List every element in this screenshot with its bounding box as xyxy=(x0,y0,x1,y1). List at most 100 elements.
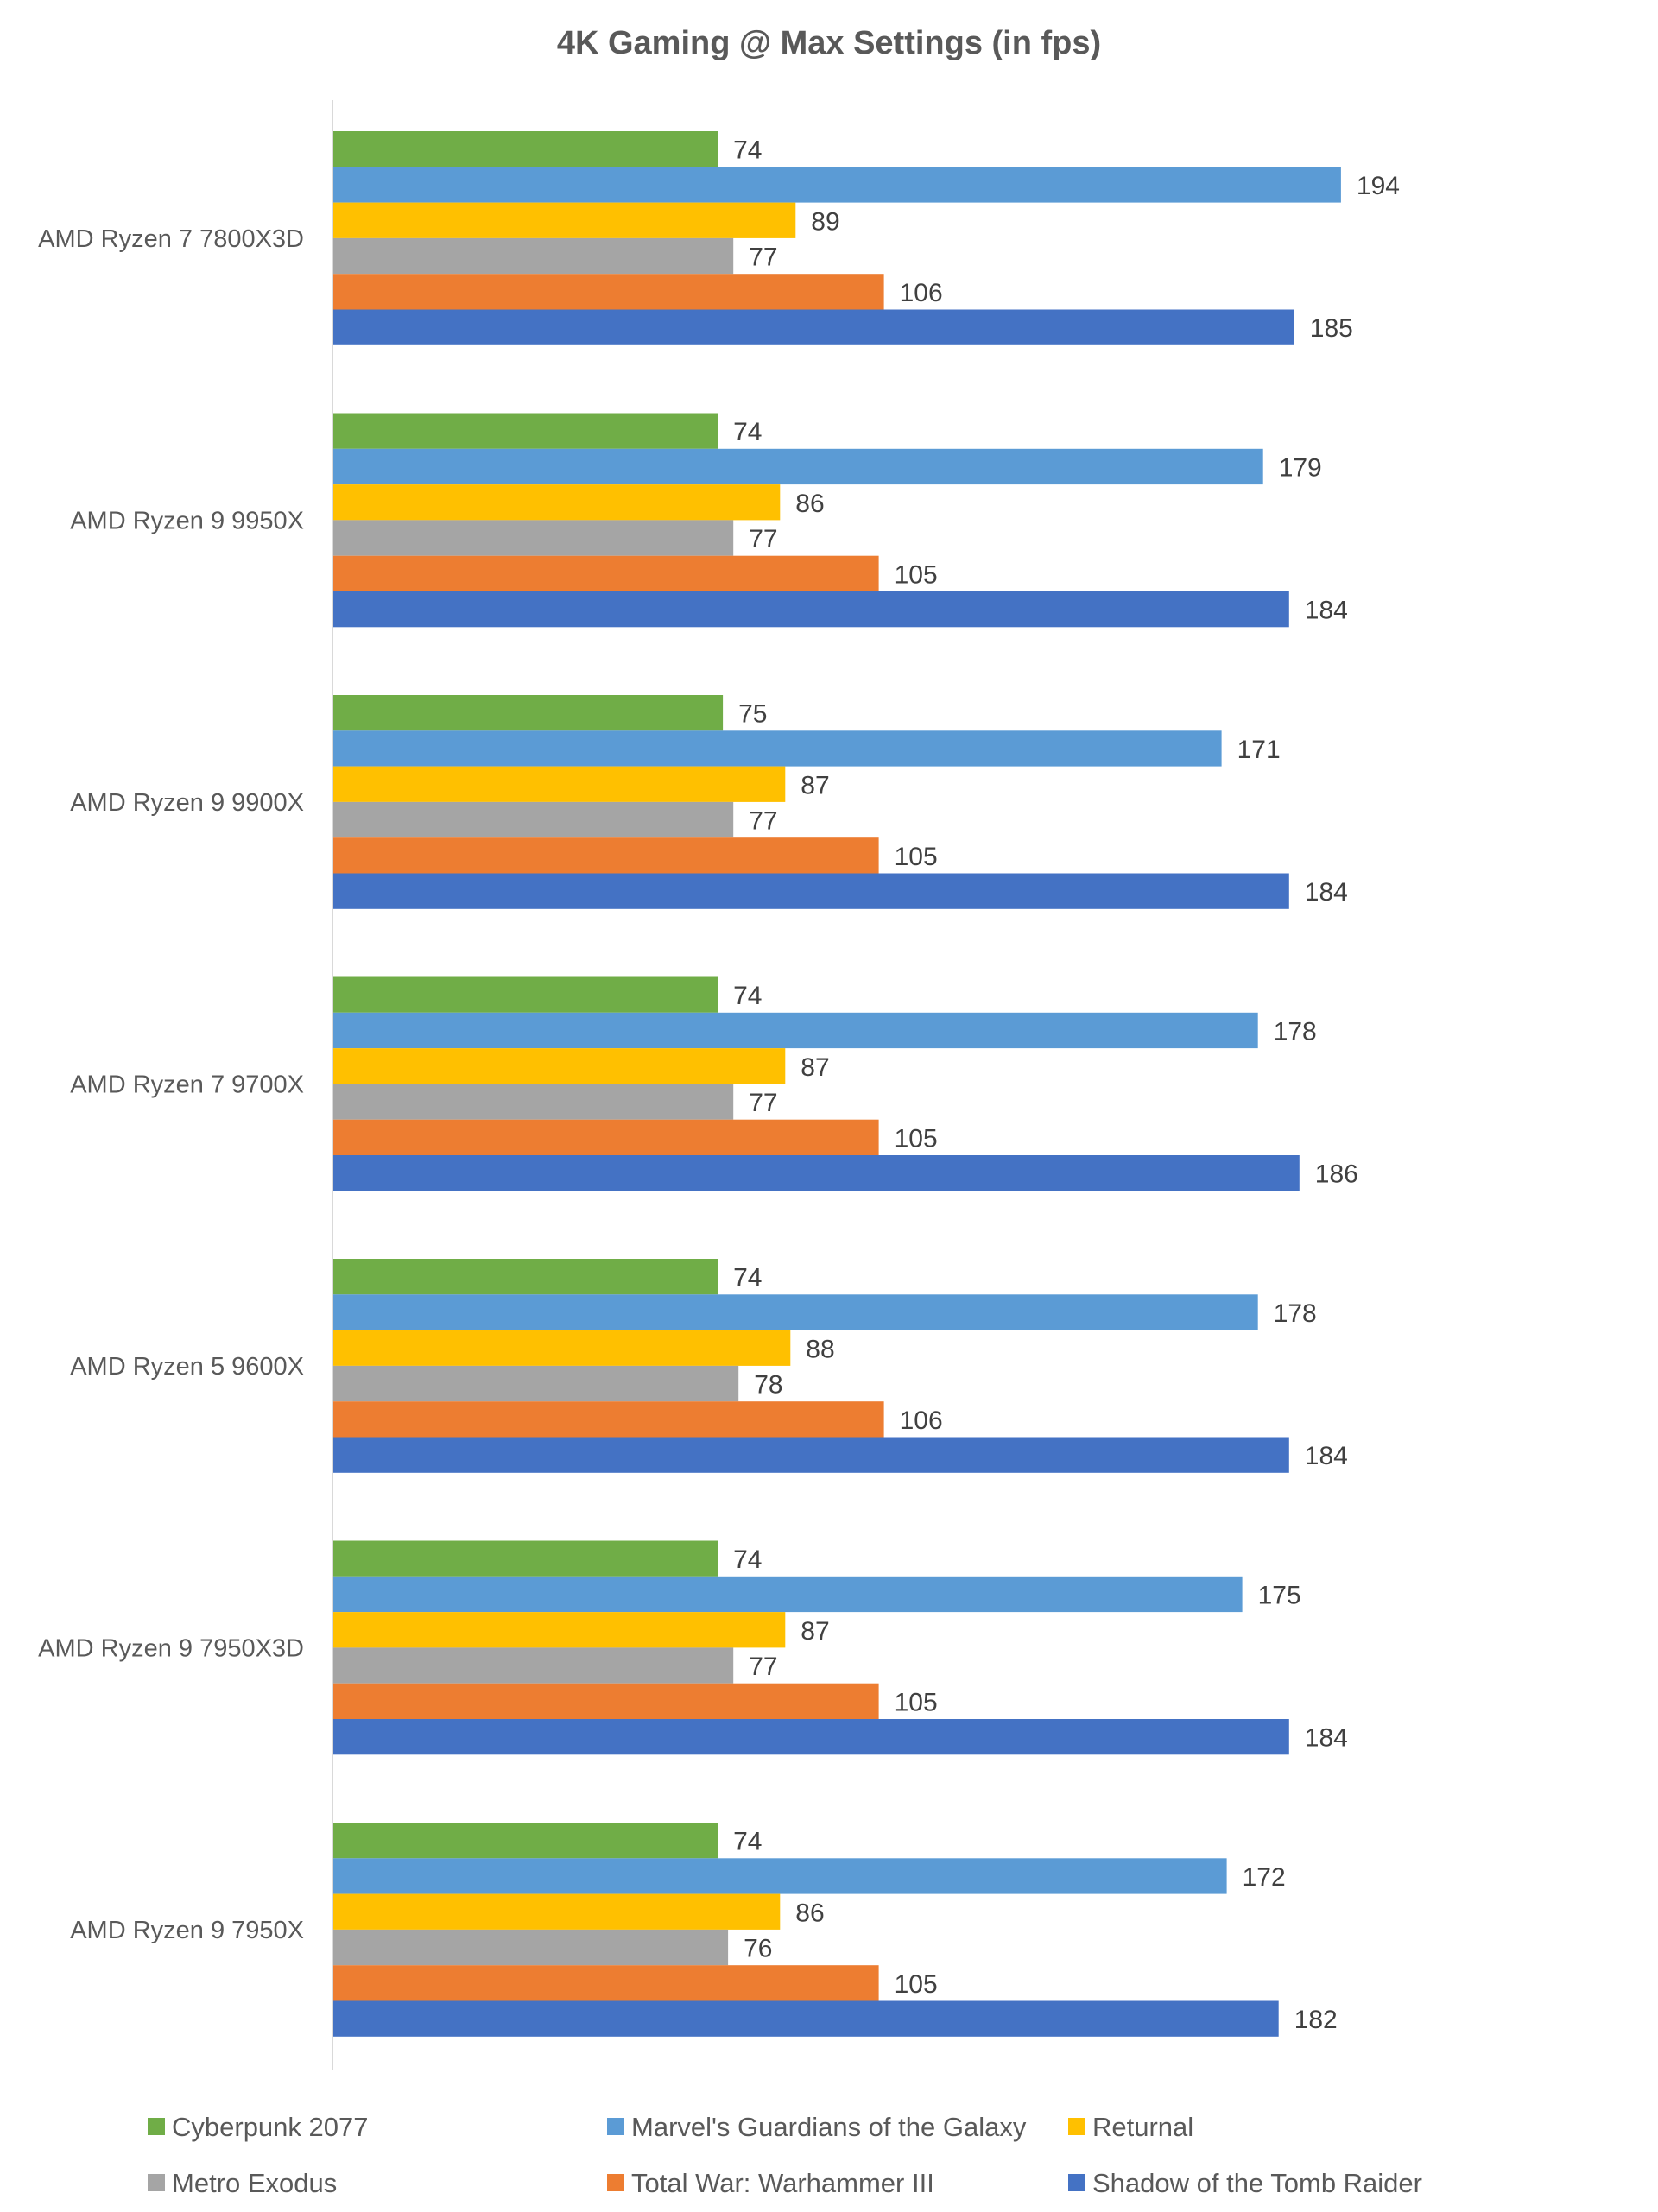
bar xyxy=(333,1401,884,1438)
bar xyxy=(333,2000,1279,2037)
bar xyxy=(333,555,879,591)
bar xyxy=(333,131,718,167)
data-label: 105 xyxy=(895,843,938,871)
bar xyxy=(333,1823,718,1859)
data-label: 78 xyxy=(754,1371,782,1400)
legend-item: Shadow of the Tomb Raider xyxy=(1068,2168,1422,2198)
bar xyxy=(333,801,734,838)
bar xyxy=(333,730,1222,767)
legend-label: Shadow of the Tomb Raider xyxy=(1092,2168,1422,2198)
bars xyxy=(333,131,1341,2037)
data-label: 87 xyxy=(801,771,829,799)
legend-item: Total War: Warhammer III xyxy=(607,2168,934,2198)
legend-item: Marvel's Guardians of the Galaxy xyxy=(607,2112,1027,2142)
bar xyxy=(333,1012,1258,1049)
data-label: 77 xyxy=(749,1089,777,1117)
bar xyxy=(333,1929,729,1966)
bar xyxy=(333,274,884,310)
bar xyxy=(333,1683,879,1719)
bar xyxy=(333,1365,739,1402)
data-label: 186 xyxy=(1315,1160,1358,1189)
legend-label: Cyberpunk 2077 xyxy=(172,2112,369,2142)
bar xyxy=(333,1437,1289,1473)
data-label: 87 xyxy=(801,1617,829,1646)
bar xyxy=(333,1084,734,1120)
bar xyxy=(333,976,718,1013)
data-label: 86 xyxy=(795,490,824,518)
category-label: AMD Ryzen 5 9600X xyxy=(70,1353,304,1381)
bar xyxy=(333,1155,1300,1191)
legend-label: Total War: Warhammer III xyxy=(631,2168,934,2198)
bar xyxy=(333,1259,718,1295)
bar xyxy=(333,1893,781,1930)
bar xyxy=(333,1330,791,1366)
bar xyxy=(333,591,1289,628)
data-label: 74 xyxy=(733,418,762,446)
data-label: 86 xyxy=(795,1899,824,1927)
data-label: 184 xyxy=(1305,878,1348,907)
bar xyxy=(333,237,734,275)
legend-label: Returnal xyxy=(1092,2112,1193,2142)
bar xyxy=(333,448,1263,485)
data-label: 105 xyxy=(895,560,938,589)
data-label: 74 xyxy=(733,1264,762,1292)
data-label: 105 xyxy=(895,1688,938,1716)
data-label: 76 xyxy=(744,1935,772,1963)
bar xyxy=(333,1965,879,2001)
bar xyxy=(333,873,1289,909)
bar xyxy=(333,695,724,731)
bar xyxy=(333,1719,1289,1755)
category-label: AMD Ryzen 9 7950X xyxy=(70,1917,304,1944)
data-label: 106 xyxy=(900,1406,943,1435)
legend-item: Returnal xyxy=(1068,2112,1193,2142)
data-label: 87 xyxy=(801,1053,829,1082)
bar xyxy=(333,1119,879,1155)
bar xyxy=(333,202,796,238)
legend-swatch xyxy=(148,2174,165,2191)
data-label: 74 xyxy=(733,1545,762,1574)
data-label: 179 xyxy=(1279,453,1322,482)
data-label: 178 xyxy=(1274,1299,1317,1328)
category-labels: AMD Ryzen 7 7800X3D AMD Ryzen 9 9950X AMD … xyxy=(38,225,304,1944)
data-label: 105 xyxy=(895,1970,938,1999)
bar xyxy=(333,1540,718,1577)
bar xyxy=(333,309,1294,345)
category-label: AMD Ryzen 9 9950X xyxy=(70,507,304,534)
bar xyxy=(333,1612,786,1648)
legend: Cyberpunk 2077 Marvel's Guardians of the … xyxy=(148,2112,1422,2198)
data-label: 77 xyxy=(749,807,777,836)
bar xyxy=(333,520,734,556)
data-label: 89 xyxy=(811,207,839,236)
data-label: 74 xyxy=(733,1828,762,1856)
data-label: 175 xyxy=(1258,1582,1301,1610)
bar xyxy=(333,1048,786,1084)
data-label: 74 xyxy=(733,982,762,1010)
data-label: 182 xyxy=(1294,2006,1338,2034)
data-label: 74 xyxy=(733,136,762,165)
category-label: AMD Ryzen 7 9700X xyxy=(70,1071,304,1098)
legend-label: Metro Exodus xyxy=(172,2168,337,2198)
bar xyxy=(333,1294,1258,1330)
data-label: 77 xyxy=(749,525,777,553)
data-label: 171 xyxy=(1237,736,1281,764)
data-label: 172 xyxy=(1243,1863,1286,1892)
legend-swatch xyxy=(1068,2118,1085,2135)
data-label: 77 xyxy=(749,1653,777,1681)
bar xyxy=(333,766,786,802)
data-label: 184 xyxy=(1305,1724,1348,1753)
data-label: 194 xyxy=(1357,172,1400,200)
data-label: 75 xyxy=(738,700,767,729)
category-label: AMD Ryzen 9 7950X3D xyxy=(38,1634,304,1662)
legend-swatch xyxy=(148,2118,165,2135)
bar xyxy=(333,167,1341,203)
category-label: AMD Ryzen 9 9900X xyxy=(70,789,304,817)
legend-item: Metro Exodus xyxy=(148,2168,337,2198)
data-label: 184 xyxy=(1305,1442,1348,1470)
bar xyxy=(333,413,718,449)
data-label: 77 xyxy=(749,243,777,272)
legend-swatch xyxy=(607,2174,624,2191)
bar xyxy=(333,1647,734,1684)
data-label: 185 xyxy=(1310,314,1353,343)
data-label: 88 xyxy=(806,1335,834,1363)
